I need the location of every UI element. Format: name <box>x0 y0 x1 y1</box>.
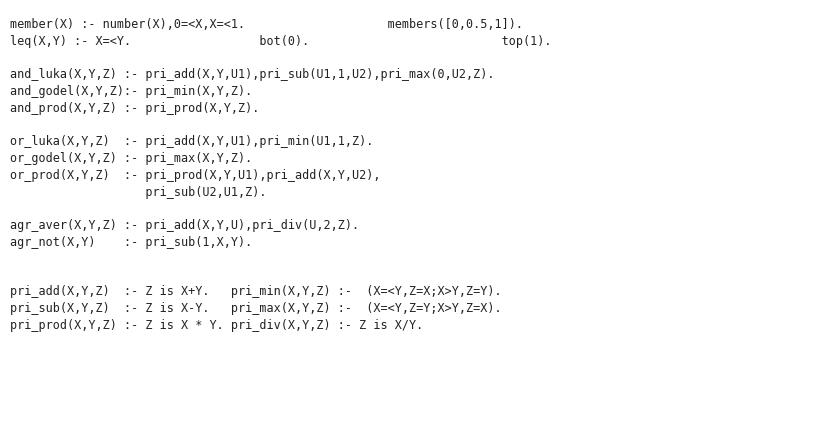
Text: or_luka(X,Y,Z)  :- pri_add(X,Y,U1),pri_min(U1,1,Z).: or_luka(X,Y,Z) :- pri_add(X,Y,U1),pri_mi… <box>10 135 373 148</box>
Text: leq(X,Y) :- X=<Y.                  bot(0).                           top(1).: leq(X,Y) :- X=<Y. bot(0). top(1). <box>10 35 551 48</box>
Text: pri_add(X,Y,Z)  :- Z is X+Y.   pri_min(X,Y,Z) :-  (X=<Y,Z=X;X>Y,Z=Y).: pri_add(X,Y,Z) :- Z is X+Y. pri_min(X,Y,… <box>10 285 502 298</box>
Text: agr_not(X,Y)    :- pri_sub(1,X,Y).: agr_not(X,Y) :- pri_sub(1,X,Y). <box>10 236 252 249</box>
Text: and_prod(X,Y,Z) :- pri_prod(X,Y,Z).: and_prod(X,Y,Z) :- pri_prod(X,Y,Z). <box>10 102 259 115</box>
Text: pri_sub(U2,U1,Z).: pri_sub(U2,U1,Z). <box>10 186 266 199</box>
Text: or_prod(X,Y,Z)  :- pri_prod(X,Y,U1),pri_add(X,Y,U2),: or_prod(X,Y,Z) :- pri_prod(X,Y,U1),pri_a… <box>10 169 381 182</box>
Text: or_godel(X,Y,Z) :- pri_max(X,Y,Z).: or_godel(X,Y,Z) :- pri_max(X,Y,Z). <box>10 152 252 165</box>
Text: pri_sub(X,Y,Z)  :- Z is X-Y.   pri_max(X,Y,Z) :-  (X=<Y,Z=Y;X>Y,Z=X).: pri_sub(X,Y,Z) :- Z is X-Y. pri_max(X,Y,… <box>10 302 502 315</box>
Text: and_godel(X,Y,Z):- pri_min(X,Y,Z).: and_godel(X,Y,Z):- pri_min(X,Y,Z). <box>10 85 252 98</box>
Text: agr_aver(X,Y,Z) :- pri_add(X,Y,U),pri_div(U,2,Z).: agr_aver(X,Y,Z) :- pri_add(X,Y,U),pri_di… <box>10 219 359 232</box>
Text: and_luka(X,Y,Z) :- pri_add(X,Y,U1),pri_sub(U1,1,U2),pri_max(0,U2,Z).: and_luka(X,Y,Z) :- pri_add(X,Y,U1),pri_s… <box>10 68 494 81</box>
Text: member(X) :- number(X),0=<X,X=<1.                    members([0,0.5,1]).: member(X) :- number(X),0=<X,X=<1. member… <box>10 18 523 31</box>
Text: pri_prod(X,Y,Z) :- Z is X * Y. pri_div(X,Y,Z) :- Z is X/Y.: pri_prod(X,Y,Z) :- Z is X * Y. pri_div(X… <box>10 319 423 332</box>
